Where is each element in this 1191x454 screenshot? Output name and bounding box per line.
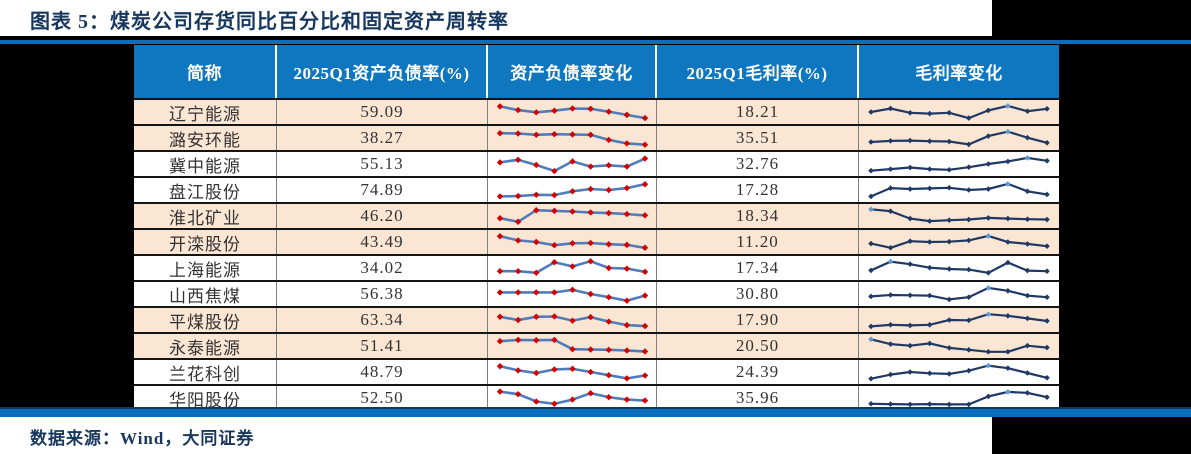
bottom-rule (0, 407, 1191, 417)
debt-ratio-value: 56.38 (277, 282, 488, 306)
debt-ratio-sparkline (488, 256, 657, 280)
debt-ratio-sparkline (488, 334, 657, 358)
data-source: 数据来源：Wind，大同证券 (30, 429, 255, 448)
table-row: 永泰能源 51.41 20.50 (134, 332, 1059, 358)
company-name: 淮北矿业 (134, 204, 277, 228)
gross-margin-value: 32.76 (657, 152, 859, 176)
company-name: 冀中能源 (134, 152, 277, 176)
debt-ratio-sparkline (488, 126, 657, 150)
table-row: 开滦股份 43.49 11.20 (134, 228, 1059, 254)
column-header: 2025Q1资产负债率(%) (277, 45, 488, 98)
debt-ratio-sparkline (488, 386, 657, 410)
company-name: 盘江股份 (134, 178, 277, 202)
company-name: 潞安环能 (134, 126, 277, 150)
gross-margin-sparkline (859, 126, 1059, 150)
gross-margin-sparkline (859, 152, 1059, 176)
company-name: 永泰能源 (134, 334, 277, 358)
gross-margin-sparkline (859, 308, 1059, 332)
table-header-row: 简称 2025Q1资产负债率(%) 资产负债率变化 2025Q1毛利率(%) 毛利率变化 (134, 45, 1059, 98)
bottom-band: 数据来源：Wind，大同证券 (0, 417, 992, 454)
company-name: 辽宁能源 (134, 100, 277, 124)
gross-margin-value: 30.80 (657, 282, 859, 306)
table-body: 辽宁能源 59.09 18.21 潞安环能 38.27 35.51 冀中能源 55.13 32.… (134, 98, 1059, 410)
debt-ratio-sparkline (488, 100, 657, 124)
table-row: 淮北矿业 46.20 18.34 (134, 202, 1059, 228)
gross-margin-value: 17.90 (657, 308, 859, 332)
debt-ratio-sparkline (488, 282, 657, 306)
column-header: 2025Q1毛利率(%) (657, 45, 859, 98)
column-header: 毛利率变化 (915, 64, 1003, 83)
gross-margin-sparkline (859, 230, 1059, 254)
gross-margin-sparkline (859, 100, 1059, 124)
column-header: 简称 (134, 45, 277, 98)
table-row: 上海能源 34.02 17.34 (134, 254, 1059, 280)
gross-margin-sparkline (859, 204, 1059, 228)
gross-margin-value: 17.34 (657, 256, 859, 280)
company-name: 开滦股份 (134, 230, 277, 254)
gross-margin-sparkline (859, 334, 1059, 358)
gross-margin-sparkline (859, 256, 1059, 280)
gross-margin-value: 11.20 (657, 230, 859, 254)
debt-ratio-value: 43.49 (277, 230, 488, 254)
debt-ratio-value: 38.27 (277, 126, 488, 150)
debt-ratio-value: 74.89 (277, 178, 488, 202)
debt-ratio-value: 59.09 (277, 100, 488, 124)
debt-ratio-value: 34.02 (277, 256, 488, 280)
debt-ratio-value: 63.34 (277, 308, 488, 332)
top-rule (0, 40, 1191, 44)
gross-margin-value: 35.96 (657, 386, 859, 410)
debt-ratio-sparkline (488, 308, 657, 332)
company-name: 上海能源 (134, 256, 277, 280)
table-row: 冀中能源 55.13 32.76 (134, 150, 1059, 176)
debt-ratio-sparkline (488, 152, 657, 176)
gross-margin-value: 20.50 (657, 334, 859, 358)
gross-margin-sparkline (859, 360, 1059, 384)
table-row: 山西焦煤 56.38 30.80 (134, 280, 1059, 306)
table-row: 平煤股份 63.34 17.90 (134, 306, 1059, 332)
company-name: 山西焦煤 (134, 282, 277, 306)
data-table: 简称 2025Q1资产负债率(%) 资产负债率变化 2025Q1毛利率(%) 毛利率变化… (134, 45, 1059, 410)
debt-ratio-sparkline (488, 204, 657, 228)
table-row: 潞安环能 38.27 35.51 (134, 124, 1059, 150)
gross-margin-value: 35.51 (657, 126, 859, 150)
gross-margin-value: 24.39 (657, 360, 859, 384)
gross-margin-value: 18.21 (657, 100, 859, 124)
debt-ratio-sparkline (488, 360, 657, 384)
company-name: 华阳股份 (134, 386, 277, 410)
table-row: 盘江股份 74.89 17.28 (134, 176, 1059, 202)
company-name: 平煤股份 (134, 308, 277, 332)
gross-margin-sparkline (859, 386, 1059, 410)
gross-margin-sparkline (859, 282, 1059, 306)
figure-title: 图表 5：煤炭公司存货同比百分比和固定资产周转率 (30, 11, 509, 33)
debt-ratio-sparkline (488, 178, 657, 202)
gross-margin-sparkline (859, 178, 1059, 202)
column-header: 资产负债率变化 (488, 45, 657, 98)
table-row: 辽宁能源 59.09 18.21 (134, 98, 1059, 124)
debt-ratio-value: 52.50 (277, 386, 488, 410)
table-row: 兰花科创 48.79 24.39 (134, 358, 1059, 384)
debt-ratio-sparkline (488, 230, 657, 254)
debt-ratio-value: 55.13 (277, 152, 488, 176)
table-row: 华阳股份 52.50 35.96 (134, 384, 1059, 410)
top-band: 图表 5：煤炭公司存货同比百分比和固定资产周转率 (0, 0, 992, 36)
gross-margin-value: 17.28 (657, 178, 859, 202)
debt-ratio-value: 48.79 (277, 360, 488, 384)
debt-ratio-value: 46.20 (277, 204, 488, 228)
debt-ratio-value: 51.41 (277, 334, 488, 358)
company-name: 兰花科创 (134, 360, 277, 384)
gross-margin-value: 18.34 (657, 204, 859, 228)
